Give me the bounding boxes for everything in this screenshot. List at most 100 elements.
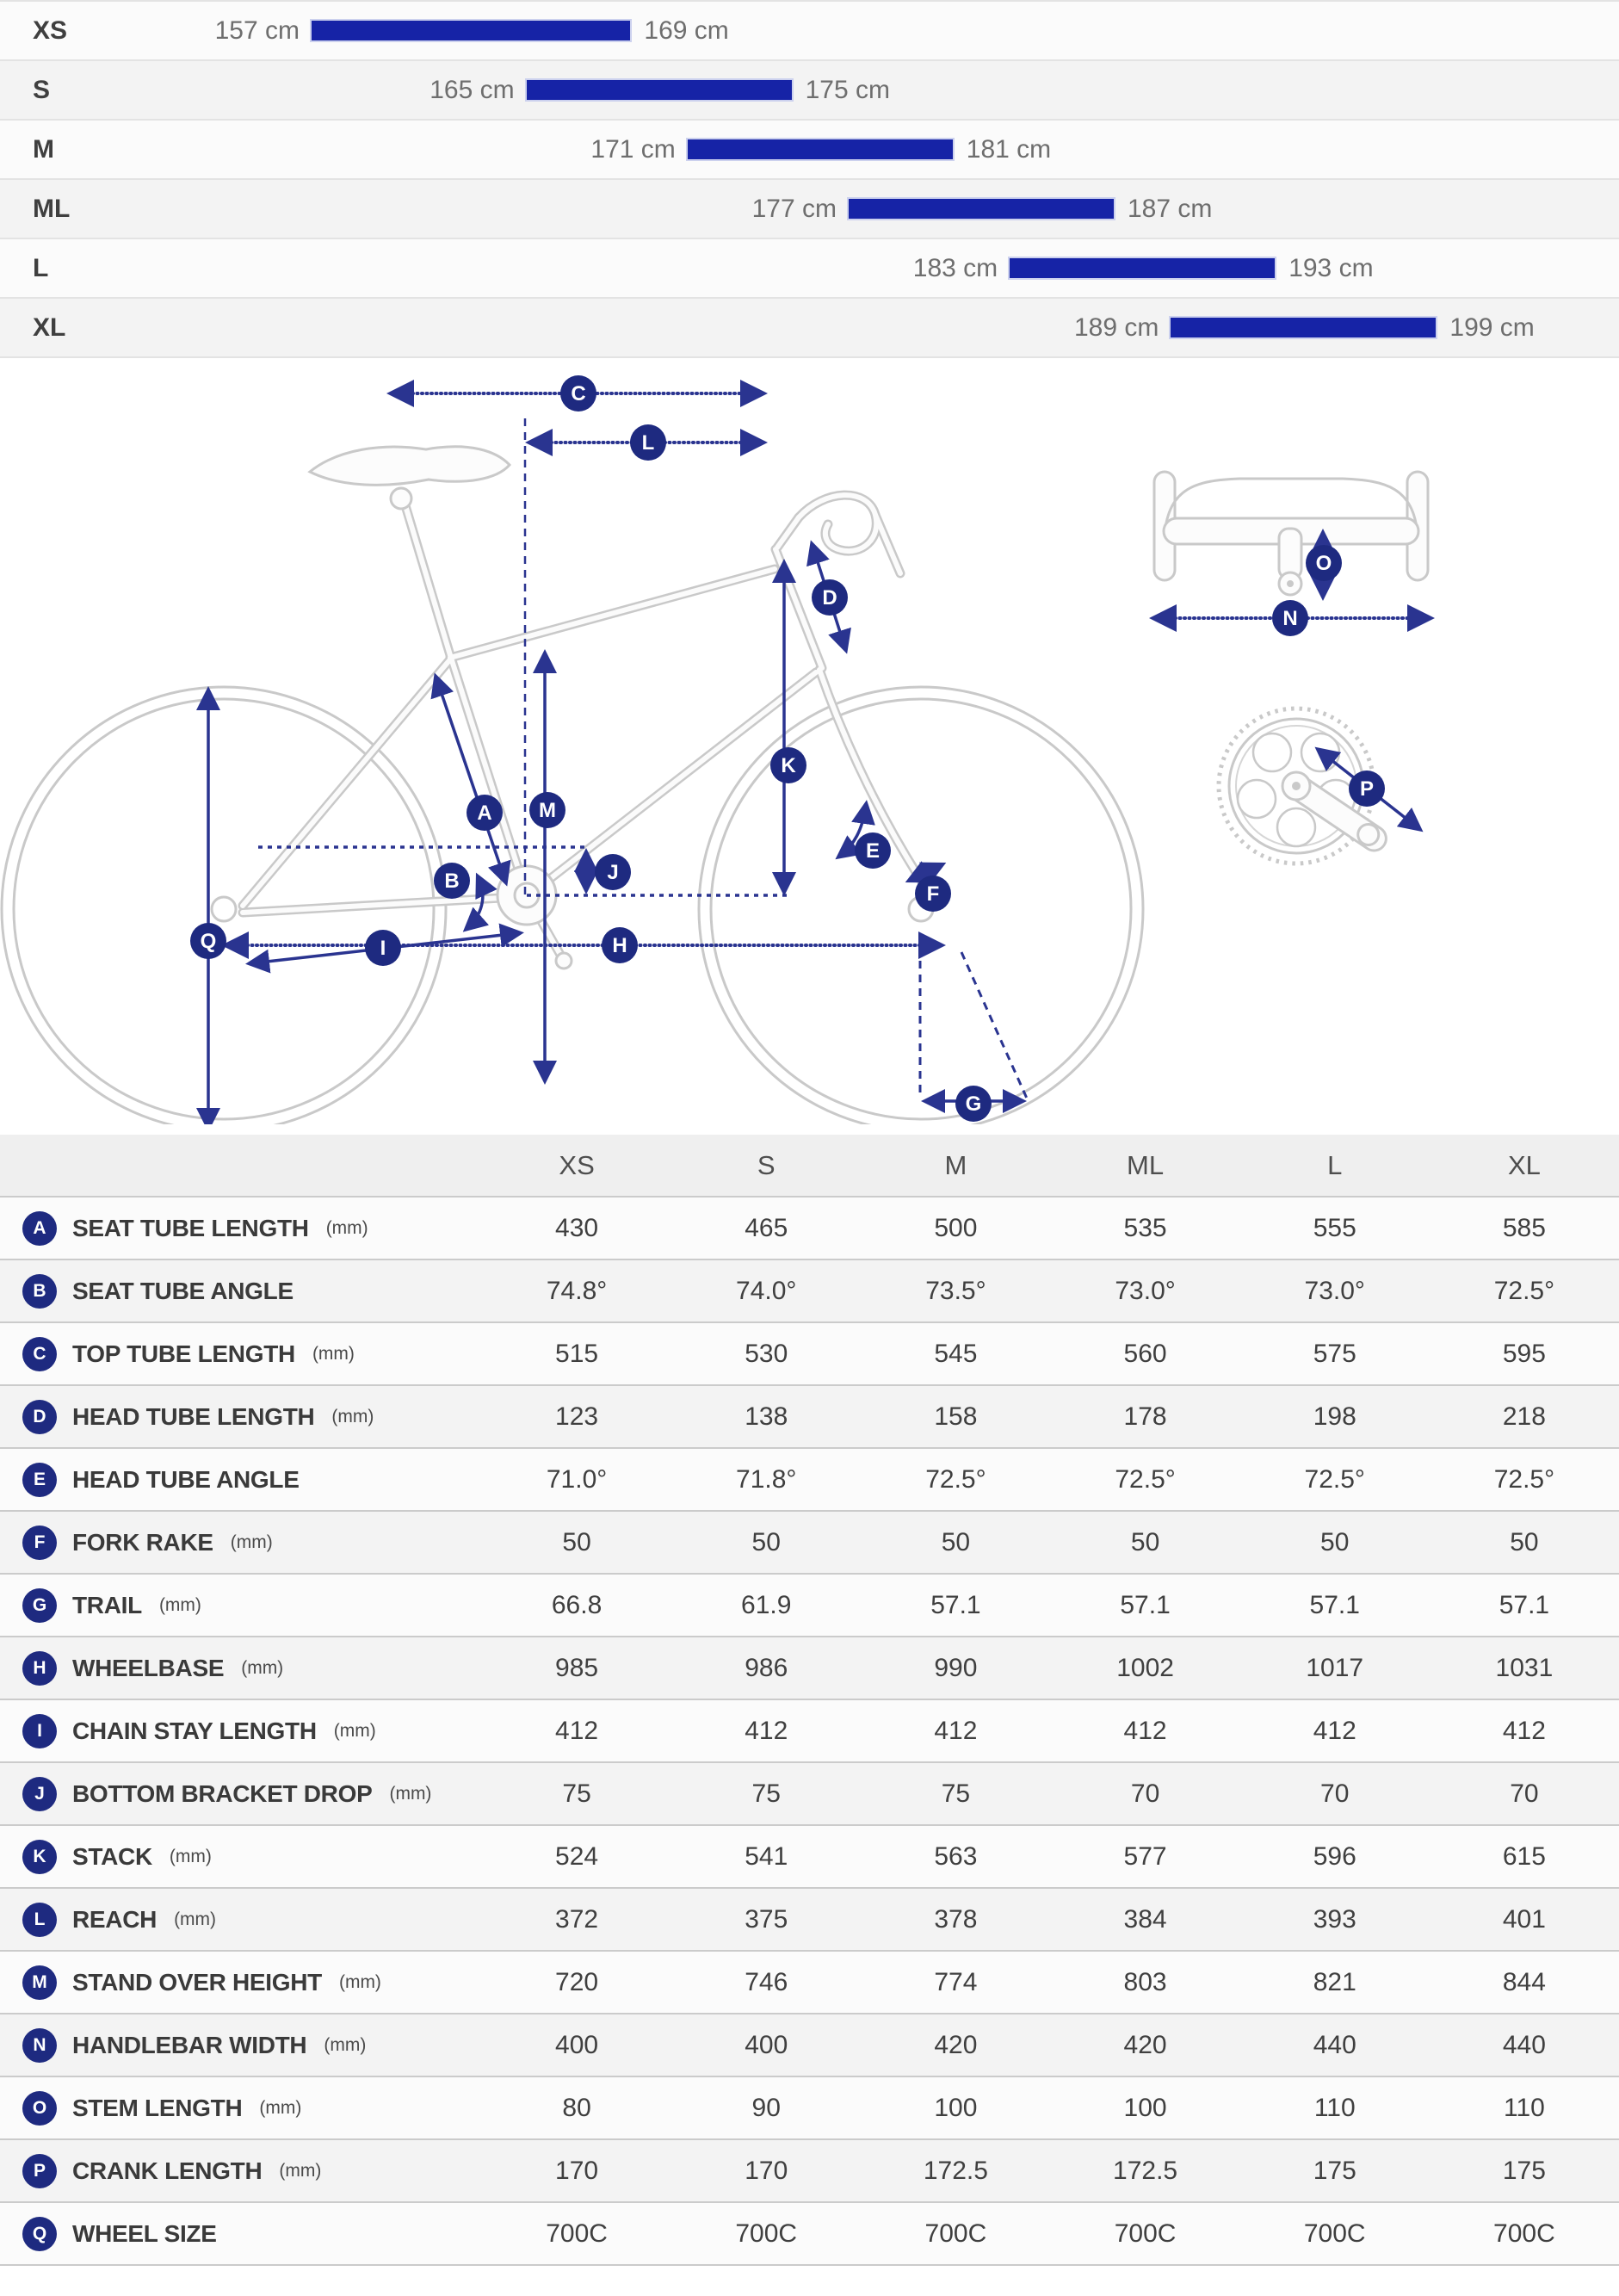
max-height-label: 193 cm (1288, 254, 1374, 282)
row-label: STAND OVER HEIGHT (72, 1968, 322, 1996)
column-header-m: M (944, 1149, 967, 1180)
cell-n-ml: 420 (1123, 2030, 1167, 2059)
cell-p-ml: 172.5 (1113, 2156, 1178, 2185)
cell-f-ml: 50 (1130, 1527, 1160, 1556)
cell-q-xl: 700C (1493, 2219, 1555, 2248)
bike-diagram-svg: A B C D E F G H I J K L M N O P Q (0, 375, 1435, 1124)
size-row-xs: XS 157 cm 169 cm (0, 0, 1619, 59)
row-letter-badge: G (22, 1587, 57, 1623)
row-letter-badge: Q (22, 2216, 57, 2251)
cell-o-s: 90 (751, 2093, 781, 2122)
row-letter-badge: L (22, 1902, 57, 1937)
max-height-label: 169 cm (644, 16, 729, 45)
diagram-badge-l: L (630, 424, 666, 461)
cell-c-xl: 595 (1502, 1339, 1546, 1368)
row-unit: (mm) (324, 2034, 367, 2055)
svg-text:F: F (927, 882, 940, 906)
row-letter-badge: O (22, 2090, 57, 2126)
size-row-l: L 183 cm 193 cm (0, 238, 1619, 297)
cell-j-xl: 70 (1510, 1779, 1539, 1808)
row-unit: (mm) (230, 1532, 273, 1552)
cell-d-ml: 178 (1123, 1402, 1167, 1431)
svg-text:N: N (1282, 607, 1297, 630)
cell-a-xs: 430 (555, 1213, 599, 1242)
row-letter-badge: A (22, 1210, 57, 1246)
row-unit: (mm) (333, 1720, 376, 1741)
table-row-l: L REACH (mm) 372 375 378 384 393 401 (0, 1887, 1619, 1950)
cell-k-ml: 577 (1123, 1841, 1167, 1871)
geometry-table: XS S M ML L XL A SEAT TUBE LENGTH (mm) 430 465 500… (0, 1135, 1619, 2266)
row-label: WHEELBASE (72, 1654, 225, 1681)
cell-o-ml: 100 (1123, 2093, 1167, 2122)
cell-f-s: 50 (751, 1527, 781, 1556)
cell-g-s: 61.9 (741, 1590, 792, 1619)
size-row-m: M 171 cm 181 cm (0, 119, 1619, 178)
cell-q-s: 700C (735, 2219, 798, 2248)
row-label: TRAIL (72, 1591, 142, 1618)
row-label: WHEEL SIZE (72, 2219, 217, 2247)
height-range-bar (524, 78, 794, 102)
cell-g-xs: 66.8 (551, 1590, 602, 1619)
cell-l-xl: 401 (1502, 1904, 1546, 1934)
cell-h-xl: 1031 (1495, 1653, 1554, 1682)
cell-p-m: 172.5 (923, 2156, 988, 2185)
cell-o-l: 110 (1313, 2093, 1356, 2122)
row-label: FORK RAKE (72, 1528, 213, 1556)
cell-e-l: 72.5° (1304, 1464, 1365, 1494)
max-height-label: 199 cm (1449, 313, 1535, 342)
cell-h-s: 986 (745, 1653, 788, 1682)
diagram-badge-g: G (955, 1086, 992, 1122)
cell-q-xs: 700C (546, 2219, 608, 2248)
table-row-f: F FORK RAKE (mm) 50 50 50 50 50 50 (0, 1510, 1619, 1573)
row-letter-badge: N (22, 2027, 57, 2063)
table-row-a: A SEAT TUBE LENGTH (mm) 430 465 500 535 555 585 (0, 1196, 1619, 1259)
diagram-badge-m: M (529, 792, 565, 828)
svg-text:L: L (642, 431, 655, 455)
row-label: STACK (72, 1842, 152, 1870)
cell-h-m: 990 (934, 1653, 978, 1682)
svg-text:O: O (1316, 552, 1332, 575)
cell-f-l: 50 (1320, 1527, 1350, 1556)
cell-p-l: 175 (1313, 2156, 1356, 2185)
cell-n-m: 420 (934, 2030, 978, 2059)
cell-o-m: 100 (934, 2093, 978, 2122)
svg-text:B: B (444, 870, 459, 893)
row-label: HEAD TUBE LENGTH (72, 1402, 315, 1430)
cell-c-s: 530 (745, 1339, 788, 1368)
row-letter-badge: B (22, 1273, 57, 1309)
cell-p-xs: 170 (555, 2156, 599, 2185)
cell-k-xs: 524 (555, 1841, 599, 1871)
size-label: XL (33, 313, 66, 342)
svg-text:Q: Q (201, 930, 217, 953)
min-height-label: 183 cm (912, 254, 998, 282)
table-row-j: J BOTTOM BRACKET DROP (mm) 75 75 75 70 70 70 (0, 1761, 1619, 1824)
cell-b-xl: 72.5° (1493, 1276, 1555, 1305)
row-unit: (mm) (158, 1594, 201, 1615)
diagram-badge-o: O (1306, 545, 1342, 581)
row-unit: (mm) (241, 1657, 284, 1678)
frame-line-art (243, 495, 930, 961)
table-row-p: P CRANK LENGTH (mm) 170 170 172.5 172.5 175 175 (0, 2138, 1619, 2201)
diagram-badge-f: F (915, 876, 951, 912)
cell-h-l: 1017 (1306, 1653, 1364, 1682)
cell-n-l: 440 (1313, 2030, 1356, 2059)
row-letter-badge: K (22, 1839, 57, 1874)
column-header-xs: XS (559, 1149, 595, 1180)
cell-e-ml: 72.5° (1115, 1464, 1176, 1494)
cell-n-xl: 440 (1502, 2030, 1546, 2059)
svg-text:M: M (539, 799, 556, 822)
table-row-g: G TRAIL (mm) 66.8 61.9 57.1 57.1 57.1 57.1 (0, 1573, 1619, 1636)
cell-a-xl: 585 (1502, 1213, 1546, 1242)
cell-e-xl: 72.5° (1493, 1464, 1555, 1494)
row-label: HANDLEBAR WIDTH (72, 2031, 307, 2058)
column-header-ml: ML (1127, 1149, 1165, 1180)
cell-b-l: 73.0° (1304, 1276, 1365, 1305)
size-label: XS (33, 16, 68, 45)
rider-height-size-chart: XS 157 cm 169 cm S 165 cm 175 cm M 171 cm 181 cm… (0, 0, 1619, 358)
min-height-label: 189 cm (1074, 313, 1159, 342)
cell-f-m: 50 (941, 1527, 971, 1556)
row-letter-badge: C (22, 1336, 57, 1371)
row-unit: (mm) (325, 1217, 368, 1238)
svg-text:H: H (612, 934, 627, 957)
cell-p-xl: 175 (1502, 2156, 1546, 2185)
